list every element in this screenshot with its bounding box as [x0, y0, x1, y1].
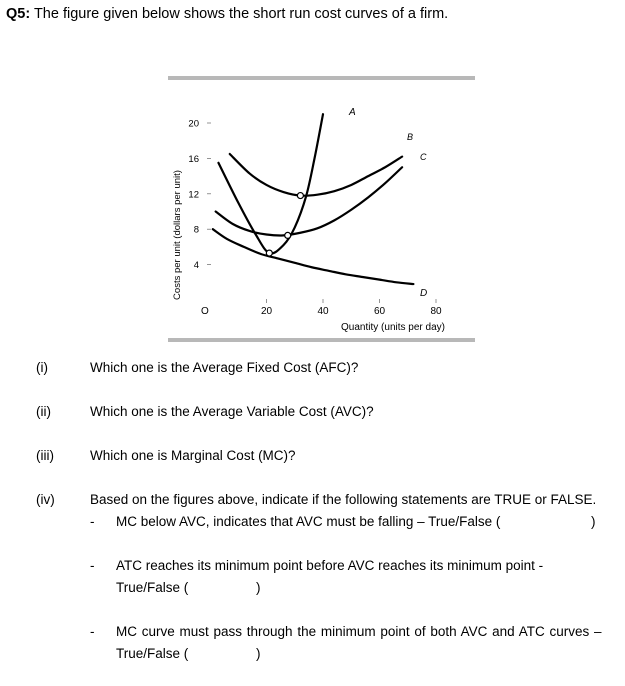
x-tick-label: 40	[317, 306, 329, 317]
curve-A	[217, 113, 325, 255]
intersection-point	[284, 231, 292, 239]
origin-label: O	[201, 306, 209, 317]
y-axis-label: Costs per unit (dollars per unit)	[172, 170, 183, 300]
y-tick-label: 12	[188, 189, 199, 200]
y-tick-label: 4	[194, 260, 199, 271]
x-tick-label: 80	[430, 306, 442, 317]
curve-label-D: D	[420, 288, 427, 299]
intersection-point	[265, 249, 273, 257]
item-number: (iv)	[36, 492, 55, 507]
statement-close: )	[256, 580, 261, 595]
item-text: Based on the figures above, indicate if …	[90, 492, 597, 507]
item-text: Which one is the Average Fixed Cost (AFC…	[90, 360, 359, 375]
y-tick-label: 16	[188, 154, 199, 165]
x-tick-label: 60	[374, 306, 386, 317]
item-number: (ii)	[36, 404, 51, 419]
statement-answer: True/False (	[116, 646, 189, 661]
statement-text: MC curve must pass through the minimum p…	[116, 624, 602, 639]
y-tick-labels: 4 8 12 16 20	[188, 119, 211, 271]
intersection-points	[265, 191, 304, 257]
curve-C	[214, 166, 404, 237]
y-tick-label: 8	[194, 225, 199, 236]
item-text: Which one is the Average Variable Cost (…	[90, 404, 374, 419]
statement-dash: -	[90, 558, 95, 573]
curve-D	[211, 228, 415, 286]
figure-bottom-bar	[168, 338, 475, 342]
statement-dash: -	[90, 624, 95, 639]
question-number: Q5:	[6, 6, 31, 22]
question-title: Q5: The figure given below shows the sho…	[6, 6, 448, 22]
statement-text: ATC reaches its minimum point before AVC…	[116, 558, 544, 573]
curve-label-C: C	[420, 152, 427, 162]
curve-B	[228, 152, 404, 197]
question-text: The figure given below shows the short r…	[30, 6, 449, 22]
curve-label-A: A	[348, 107, 356, 118]
statement-dash: -	[90, 514, 95, 529]
x-axis-label: Quantity (units per day)	[341, 322, 445, 333]
curve-label-B: B	[407, 132, 413, 142]
x-tick-label: 20	[261, 306, 273, 317]
figure-top-bar	[168, 76, 475, 80]
item-number: (iii)	[36, 448, 54, 463]
statement-text: MC below AVC, indicates that AVC must be…	[116, 514, 501, 529]
statement-answer: True/False (	[116, 580, 189, 595]
x-tick-labels: 20 40 60 80	[261, 299, 442, 317]
item-number: (i)	[36, 360, 48, 375]
statement-close: )	[256, 646, 261, 661]
curves	[211, 113, 415, 286]
intersection-point	[296, 191, 304, 200]
statement-close: )	[591, 514, 596, 529]
item-text: Which one is Marginal Cost (MC)?	[90, 448, 296, 463]
y-tick-label: 20	[188, 119, 199, 130]
